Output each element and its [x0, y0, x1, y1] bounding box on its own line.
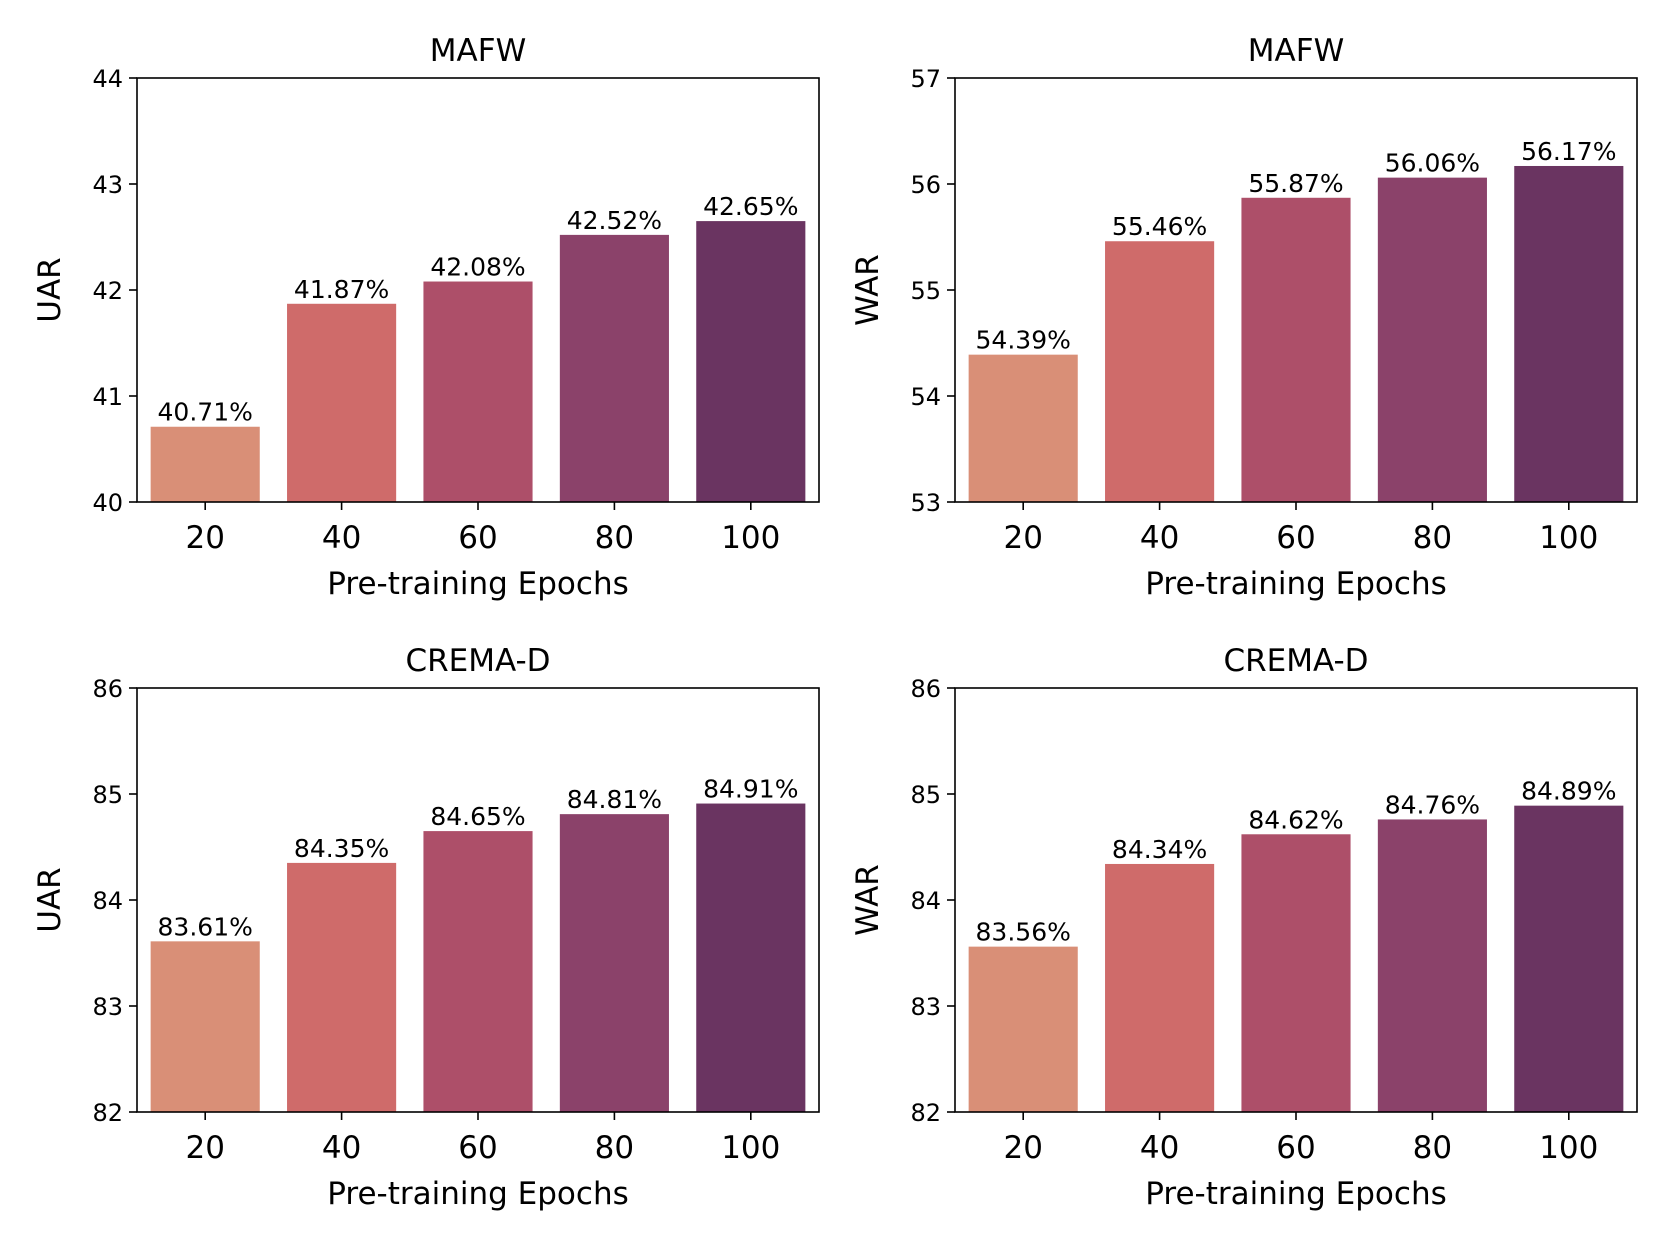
data-label: 41.87% — [294, 275, 389, 304]
data-label: 83.56% — [976, 918, 1071, 947]
bar-20 — [150, 426, 260, 502]
x-tick-label: 20 — [185, 520, 224, 556]
data-label: 84.34% — [1112, 835, 1207, 864]
x-tick-label: 60 — [1276, 1130, 1315, 1166]
bar-20 — [150, 941, 260, 1112]
x-tick-label: 20 — [1003, 1130, 1042, 1166]
bar-20 — [968, 354, 1078, 502]
bar-80 — [559, 814, 669, 1112]
y-tick-label: 56 — [910, 171, 941, 199]
data-label: 54.39% — [976, 326, 1071, 355]
x-tick-label: 80 — [595, 1130, 634, 1166]
data-label: 84.81% — [567, 785, 662, 814]
x-tick-label: 100 — [1539, 520, 1598, 556]
chart-title: MAFW — [430, 33, 526, 69]
data-label: 55.46% — [1112, 212, 1207, 241]
y-tick-label: 82 — [92, 1099, 123, 1127]
y-tick-label: 40 — [92, 489, 123, 517]
y-tick-label: 53 — [910, 489, 941, 517]
bar-40 — [287, 862, 397, 1112]
data-label: 84.89% — [1521, 777, 1616, 806]
y-tick-label: 43 — [92, 171, 123, 199]
bar-60 — [1241, 197, 1351, 502]
subplot-3: 82 83 84 85 86 20 40 60 80 100 83.61% 84.35% 84.65% 8… — [32, 643, 820, 1212]
data-label: 84.76% — [1385, 790, 1480, 819]
x-axis-label: Pre-training Epochs — [1145, 566, 1447, 602]
chart-title: CREMA-D — [1223, 643, 1368, 679]
data-label: 84.62% — [1248, 805, 1343, 834]
data-label: 55.87% — [1248, 169, 1343, 198]
x-axis-label: Pre-training Epochs — [327, 1176, 629, 1212]
data-label: 84.91% — [703, 775, 798, 804]
bar-60 — [1241, 834, 1351, 1112]
y-tick-label: 55 — [910, 277, 941, 305]
x-axis-label: Pre-training Epochs — [327, 566, 629, 602]
x-axis-label: Pre-training Epochs — [1145, 1176, 1447, 1212]
y-tick-label: 41 — [92, 383, 123, 411]
bar-40 — [1105, 241, 1215, 503]
x-tick-label: 60 — [1276, 520, 1315, 556]
y-tick-label: 57 — [910, 65, 941, 93]
bar-40 — [287, 303, 397, 502]
x-tick-label: 40 — [1140, 1130, 1179, 1166]
y-axis-label: WAR — [850, 864, 886, 936]
bar-100 — [696, 221, 806, 502]
y-tick-label: 44 — [92, 65, 123, 93]
x-tick-label: 100 — [721, 520, 780, 556]
bar-40 — [1105, 863, 1215, 1112]
x-tick-label: 40 — [322, 1130, 361, 1166]
data-label: 83.61% — [158, 912, 253, 941]
y-axis-label: WAR — [850, 254, 886, 326]
data-label: 84.35% — [294, 834, 389, 863]
chart-title: MAFW — [1248, 33, 1344, 69]
y-tick-label: 85 — [92, 781, 123, 809]
y-axis-label: UAR — [32, 867, 68, 932]
bar-100 — [696, 803, 806, 1112]
subplot-4: 82 83 84 85 86 20 40 60 80 100 83.56% 84.34% 84.62% 8… — [850, 643, 1638, 1212]
y-axis-label: UAR — [32, 257, 68, 322]
data-label: 56.17% — [1521, 137, 1616, 166]
y-tick-label: 82 — [910, 1099, 941, 1127]
bar-80 — [559, 234, 669, 502]
bar-20 — [968, 946, 1078, 1112]
data-label: 84.65% — [430, 802, 525, 831]
x-tick-label: 100 — [721, 1130, 780, 1166]
data-label: 56.06% — [1385, 149, 1480, 178]
y-tick-label: 84 — [910, 887, 941, 915]
y-tick-label: 85 — [910, 781, 941, 809]
y-tick-label: 86 — [910, 675, 941, 703]
x-tick-label: 40 — [1140, 520, 1179, 556]
x-tick-label: 20 — [1003, 520, 1042, 556]
x-tick-label: 40 — [322, 520, 361, 556]
x-tick-label: 60 — [458, 520, 497, 556]
x-tick-label: 80 — [1413, 520, 1452, 556]
bar-60 — [423, 281, 533, 502]
bar-100 — [1514, 805, 1624, 1112]
x-tick-label: 20 — [185, 1130, 224, 1166]
bar-100 — [1514, 165, 1624, 503]
y-tick-label: 54 — [910, 383, 941, 411]
chart-title: CREMA-D — [405, 643, 550, 679]
subplot-2: 53 54 55 56 57 20 40 60 80 100 54.39% 55.46% 55.87% 5… — [850, 33, 1638, 602]
bar-80 — [1377, 819, 1487, 1112]
y-tick-label: 42 — [92, 277, 123, 305]
y-tick-label: 86 — [92, 675, 123, 703]
data-label: 40.71% — [158, 398, 253, 427]
bar-60 — [423, 831, 533, 1112]
y-tick-label: 83 — [92, 993, 123, 1021]
bar-80 — [1377, 177, 1487, 502]
x-tick-label: 100 — [1539, 1130, 1598, 1166]
y-tick-label: 84 — [92, 887, 123, 915]
x-tick-label: 80 — [595, 520, 634, 556]
x-tick-label: 80 — [1413, 1130, 1452, 1166]
y-tick-label: 83 — [910, 993, 941, 1021]
data-label: 42.65% — [703, 192, 798, 221]
subplot-1: 40 41 42 43 44 20 40 60 80 100 40.71% 41.87% 42.08% 4… — [32, 33, 820, 602]
data-label: 42.08% — [430, 253, 525, 282]
x-tick-label: 60 — [458, 1130, 497, 1166]
data-label: 42.52% — [567, 206, 662, 235]
